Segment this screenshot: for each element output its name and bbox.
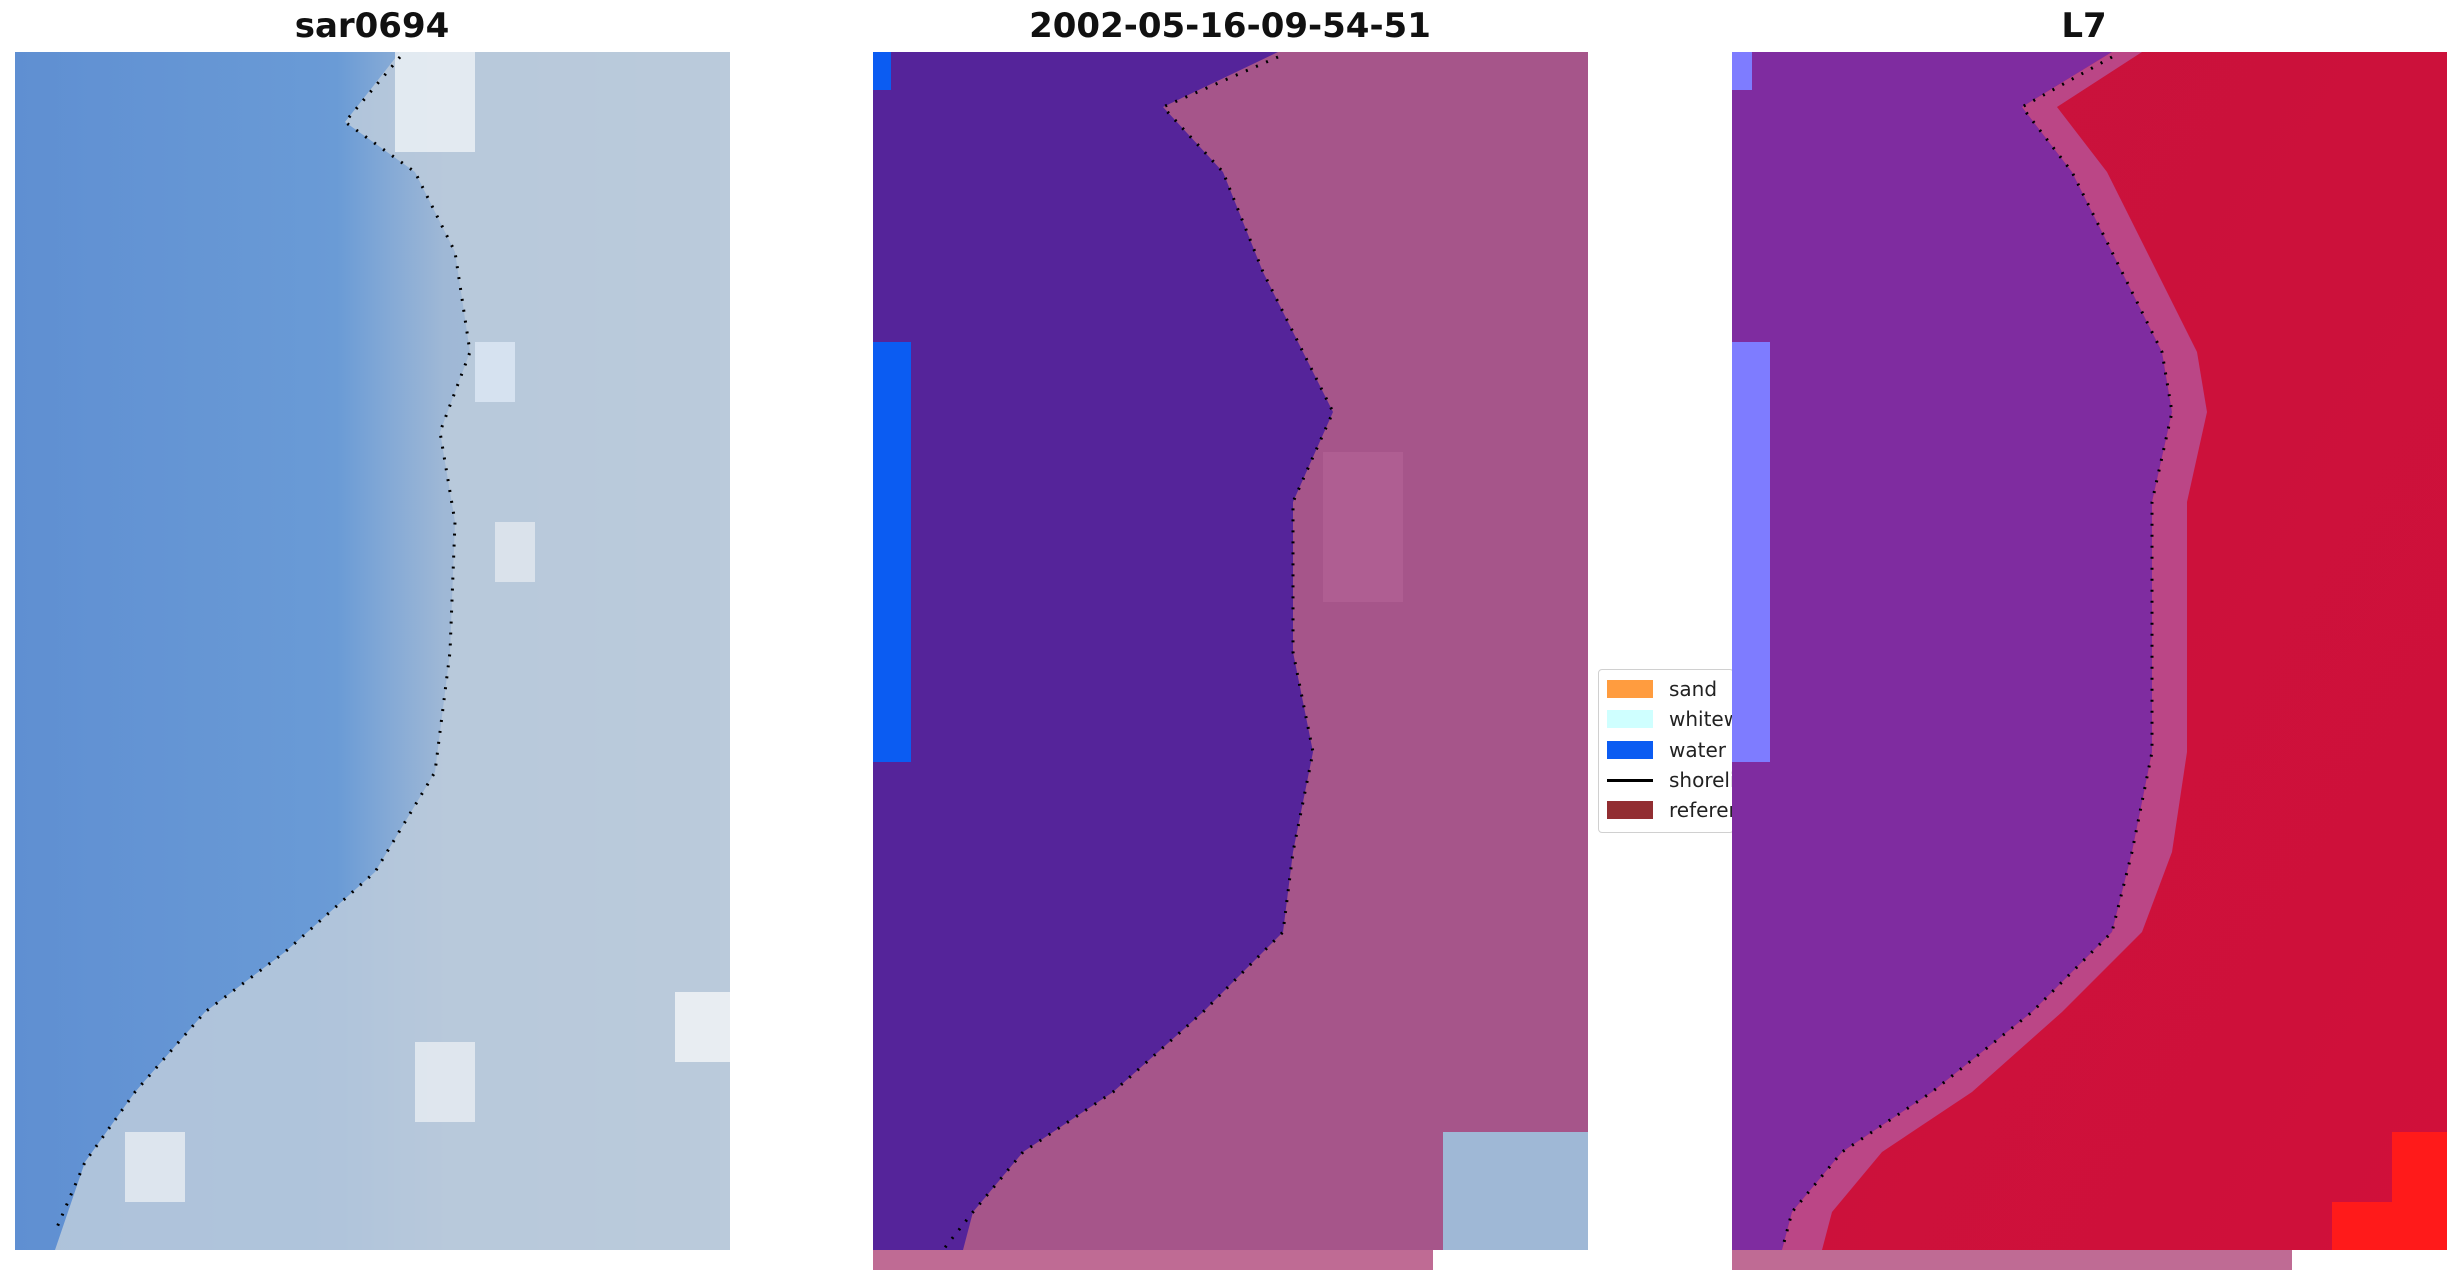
classified-image-panel [873,52,1588,1250]
legend-label-sand: sand [1669,677,1718,701]
index-bottom-strip [1732,1250,2292,1270]
panel-title-rgb: sar0694 [294,6,450,46]
legend-swatch-whitewater [1607,710,1653,728]
panel-title-mndwi: L7 [2061,6,2107,46]
panel-title-classified: 2002-05-16-09-54-51 [1029,6,1431,46]
legend-item-sand: sand [1607,677,1718,701]
index-image [1732,52,2447,1250]
rgb-image [15,52,730,1250]
legend-item-reference-shoreline: reference shoreline [1607,798,1733,822]
legend-item-shoreline: shoreline [1607,768,1733,792]
legend-label-shoreline: shoreline [1669,768,1733,792]
index-image-panel [1732,52,2447,1250]
legend-line-shoreline [1607,778,1653,782]
legend-swatch-reference-shoreline [1607,801,1653,819]
rgb-image-panel [15,52,730,1250]
legend-swatch-water [1607,741,1653,759]
legend-item-water: water [1607,738,1726,762]
legend-label-water: water [1669,738,1726,762]
classified-image [873,52,1588,1250]
legend-swatch-sand [1607,680,1653,698]
legend-label-reference-shoreline: reference shoreline [1669,798,1733,822]
classified-bottom-strip [873,1250,1433,1270]
